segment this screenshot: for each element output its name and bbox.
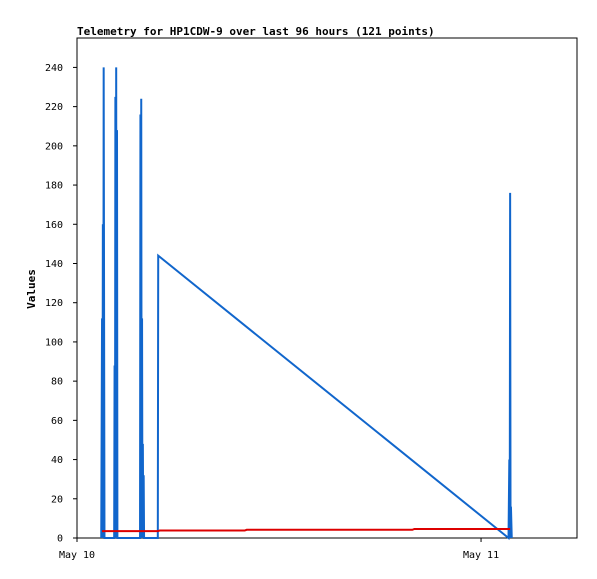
y-tick-label: 40 xyxy=(51,455,63,466)
data-series xyxy=(100,67,513,541)
plot-frame xyxy=(76,37,578,539)
y-tick-label: 100 xyxy=(45,337,63,348)
y-tick-label: 200 xyxy=(45,141,63,152)
series-1-line xyxy=(100,67,513,541)
y-tick-label: 60 xyxy=(51,416,63,427)
x-axis-ticks: May 10 May 11 xyxy=(59,538,499,561)
series-2-line xyxy=(102,527,511,533)
y-tick-label: 220 xyxy=(45,102,63,113)
y-tick-label: 80 xyxy=(51,377,63,388)
x-tick-label: May 11 xyxy=(463,550,499,561)
y-tick-label: 0 xyxy=(57,534,63,545)
x-tick-label: May 10 xyxy=(59,550,95,561)
y-tick-label: 180 xyxy=(45,181,63,192)
chart-title: Telemetry for HP1CDW-9 over last 96 hour… xyxy=(77,25,435,38)
y-tick-label: 240 xyxy=(45,63,63,74)
y-axis-label: Values xyxy=(25,269,38,309)
y-tick-label: 120 xyxy=(45,298,63,309)
y-axis-ticks: 0 20 40 60 80 100 120 140 160 180 200 220 240 xyxy=(45,63,77,545)
y-tick-label: 140 xyxy=(45,259,63,270)
y-tick-label: 20 xyxy=(51,494,63,505)
y-tick-label: 160 xyxy=(45,220,63,231)
